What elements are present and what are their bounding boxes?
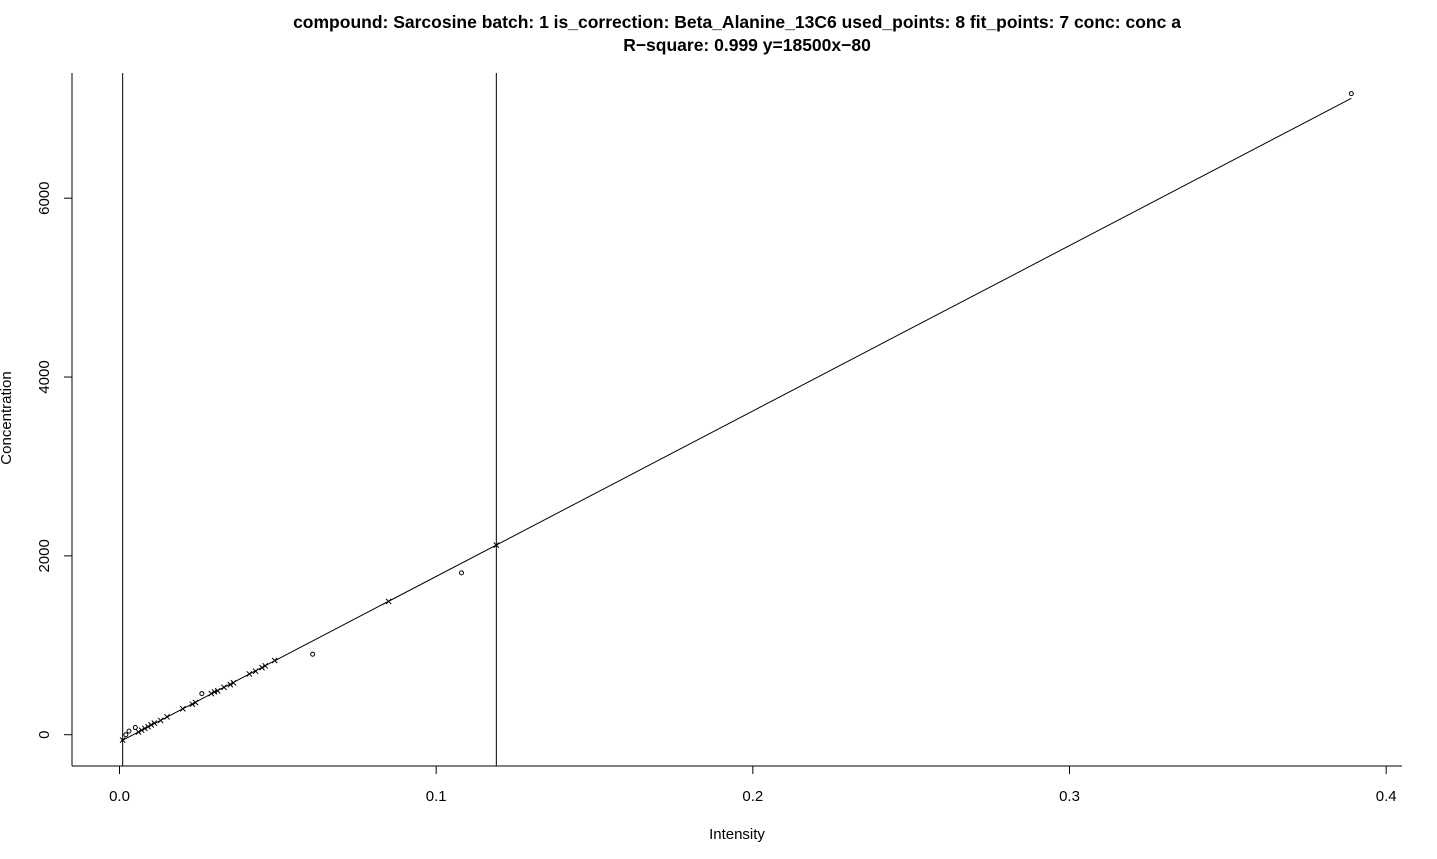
sample-point: [145, 723, 151, 730]
chart-title-line1: compound: Sarcosine batch: 1 is_correcti…: [293, 12, 1181, 32]
sample-point: [148, 721, 155, 728]
sample-point: [141, 725, 148, 732]
calibration-point: [459, 570, 464, 576]
sample-point: [151, 720, 158, 727]
y-tick-label: 2000: [36, 539, 53, 572]
calibration-point: [123, 732, 129, 738]
x-tick-label: 0.0: [109, 788, 130, 805]
sample-point: [192, 699, 199, 706]
sample-point: [138, 727, 145, 734]
sample-point: [271, 657, 278, 664]
sample-point: [164, 713, 170, 720]
calibration-point: [132, 725, 138, 731]
vertical-lines: [122, 73, 497, 766]
axes: [71, 73, 1402, 767]
calibration-point: [1348, 91, 1354, 97]
x-tick-label: 0.1: [426, 788, 447, 805]
sample-point: [208, 690, 215, 697]
sample-point: [385, 598, 392, 605]
sample-point: [259, 664, 265, 671]
sample-point: [227, 681, 234, 688]
x-tick-label: 0.4: [1376, 788, 1397, 805]
data-points: [119, 91, 1354, 744]
calibration-point: [310, 651, 316, 657]
chart-title-line2: R−square: 0.999 y=18500x−80: [623, 35, 871, 55]
sample-point: [262, 662, 269, 669]
sample-point: [252, 668, 259, 675]
sample-point: [157, 717, 164, 724]
sample-point: [119, 737, 126, 744]
y-tick-label: 6000: [36, 181, 53, 214]
sample-point: [189, 701, 196, 708]
x-ticks: 0.0 0.1 0.2 0.3 0.4: [109, 766, 1397, 805]
y-ticks: 0 2000 4000 6000: [36, 181, 72, 739]
x-tick-label: 0.3: [1059, 788, 1080, 805]
calibration-point: [126, 728, 132, 734]
fit-line: [120, 97, 1352, 742]
y-tick-label: 4000: [36, 360, 53, 393]
sample-point: [230, 679, 237, 686]
x-tick-label: 0.2: [742, 788, 763, 805]
sample-point: [214, 687, 221, 694]
x-axis-label: Intensity: [709, 826, 765, 843]
y-axis-label: Concentration: [0, 371, 15, 464]
sample-point: [221, 684, 227, 691]
sample-point: [246, 670, 253, 677]
sample-point: [179, 705, 186, 712]
fit-line-group: [120, 97, 1352, 742]
y-tick-label: 0: [36, 731, 53, 739]
sample-point: [135, 729, 142, 735]
sample-point: [493, 542, 500, 549]
calibration-point: [199, 691, 205, 697]
